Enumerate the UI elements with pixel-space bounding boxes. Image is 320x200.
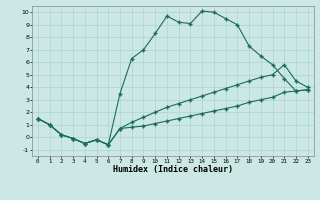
X-axis label: Humidex (Indice chaleur): Humidex (Indice chaleur) bbox=[113, 165, 233, 174]
